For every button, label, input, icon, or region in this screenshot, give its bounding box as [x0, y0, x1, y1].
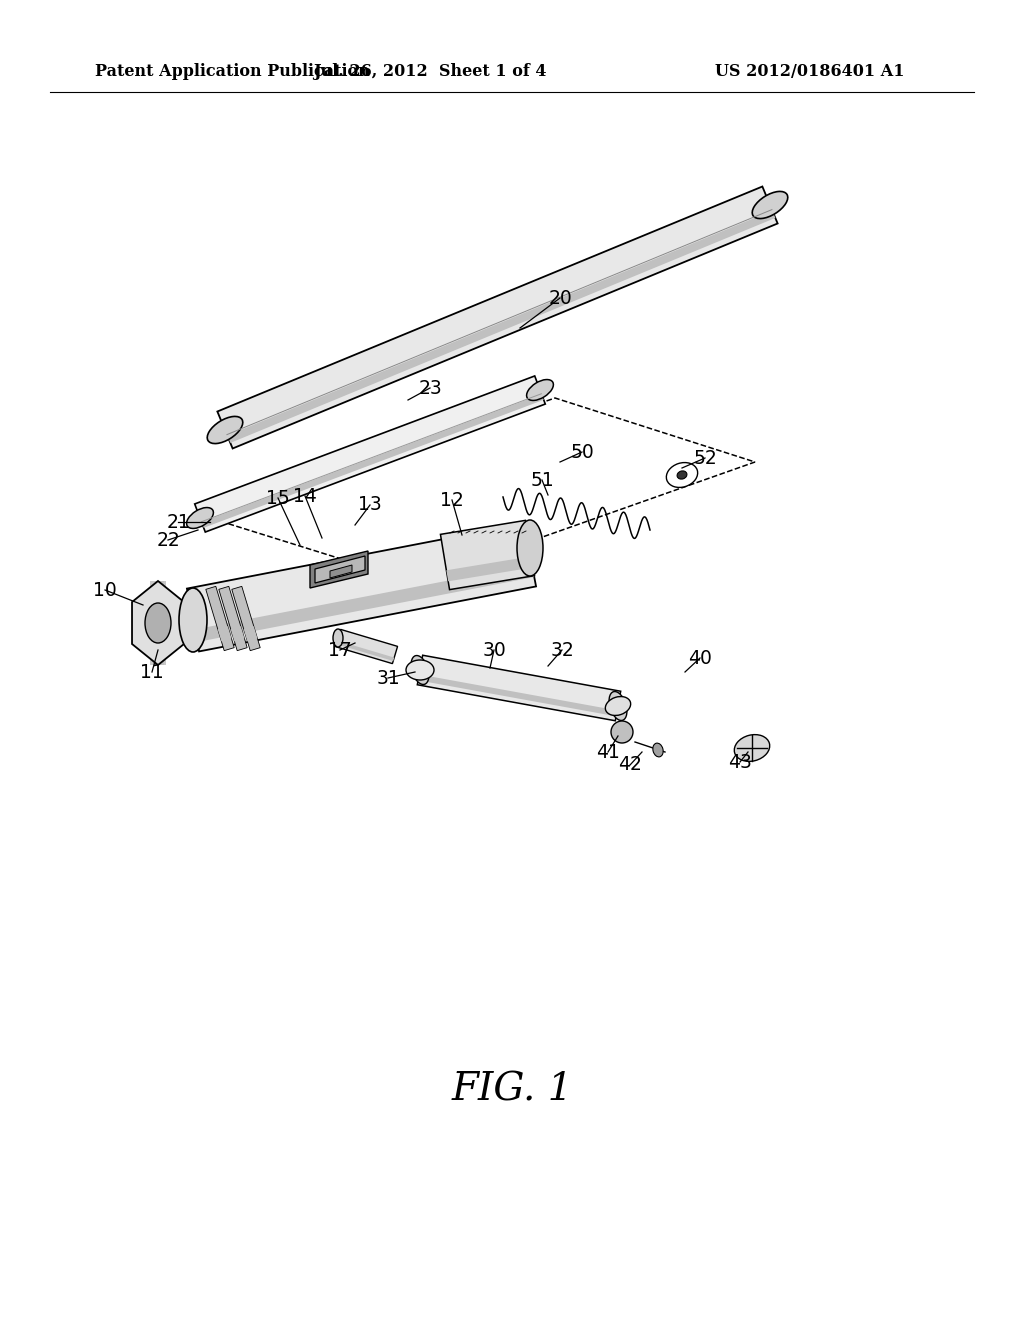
Ellipse shape [145, 603, 171, 643]
Polygon shape [218, 626, 231, 642]
Text: 50: 50 [570, 442, 594, 462]
Polygon shape [132, 581, 184, 665]
Polygon shape [219, 586, 247, 651]
Polygon shape [187, 524, 536, 652]
Ellipse shape [526, 380, 553, 400]
Text: 17: 17 [328, 640, 352, 660]
Polygon shape [227, 211, 775, 444]
Text: US 2012/0186401 A1: US 2012/0186401 A1 [715, 63, 905, 81]
Polygon shape [244, 626, 257, 642]
Polygon shape [195, 376, 546, 532]
Ellipse shape [611, 721, 633, 743]
Text: 21: 21 [166, 512, 189, 532]
Polygon shape [315, 556, 365, 583]
Polygon shape [150, 581, 166, 665]
Polygon shape [440, 520, 535, 590]
Text: 15: 15 [266, 488, 290, 507]
Polygon shape [231, 586, 260, 651]
Text: 23: 23 [418, 379, 442, 397]
Text: 51: 51 [530, 470, 554, 490]
Text: Patent Application Publication: Patent Application Publication [95, 63, 370, 81]
Text: 11: 11 [140, 663, 164, 681]
Text: 31: 31 [376, 668, 400, 688]
Text: 22: 22 [156, 531, 180, 549]
Polygon shape [336, 640, 394, 661]
Polygon shape [446, 556, 534, 581]
Ellipse shape [411, 656, 429, 685]
Ellipse shape [186, 508, 213, 528]
Ellipse shape [609, 692, 627, 721]
Text: 40: 40 [688, 648, 712, 668]
Polygon shape [230, 626, 245, 642]
Ellipse shape [207, 416, 243, 444]
Ellipse shape [179, 587, 207, 652]
Polygon shape [202, 395, 544, 528]
Polygon shape [206, 586, 234, 651]
Ellipse shape [677, 471, 687, 479]
Ellipse shape [406, 660, 434, 680]
Text: 41: 41 [596, 742, 620, 762]
Ellipse shape [734, 735, 770, 762]
Text: 13: 13 [358, 495, 382, 515]
Polygon shape [195, 565, 535, 642]
Polygon shape [310, 550, 368, 587]
Text: 32: 32 [550, 640, 573, 660]
Text: 52: 52 [693, 449, 717, 467]
Ellipse shape [333, 630, 343, 647]
Ellipse shape [605, 697, 631, 715]
Text: 30: 30 [482, 640, 506, 660]
Polygon shape [336, 630, 397, 664]
Polygon shape [161, 581, 164, 665]
Polygon shape [217, 186, 777, 449]
Text: 42: 42 [618, 755, 642, 775]
Text: 12: 12 [440, 491, 464, 510]
Ellipse shape [653, 743, 664, 756]
Ellipse shape [517, 520, 543, 576]
Text: 14: 14 [293, 487, 317, 506]
Ellipse shape [667, 462, 697, 487]
Ellipse shape [753, 191, 787, 219]
Text: Jul. 26, 2012  Sheet 1 of 4: Jul. 26, 2012 Sheet 1 of 4 [313, 63, 547, 81]
Polygon shape [418, 655, 621, 721]
Text: FIG. 1: FIG. 1 [452, 1072, 572, 1109]
Polygon shape [330, 565, 352, 578]
Text: 10: 10 [93, 581, 117, 599]
Text: 43: 43 [728, 752, 752, 771]
Polygon shape [418, 675, 617, 717]
Text: 20: 20 [548, 289, 571, 308]
